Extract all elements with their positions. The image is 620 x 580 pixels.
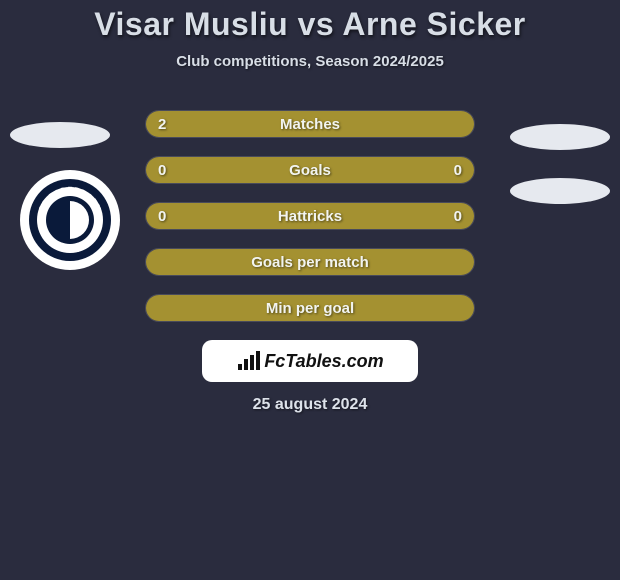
- stat-bar: Min per goal: [145, 294, 475, 322]
- stat-bar-left-value: 2: [158, 111, 166, 139]
- club-badge-left: SC 07 e.V. SC PADERBORN: [20, 170, 120, 270]
- page-subtitle: Club competitions, Season 2024/2025: [0, 53, 620, 70]
- stat-bar-fill: [146, 295, 474, 321]
- stat-bar-fill: [146, 157, 474, 183]
- svg-text:07 e.V.: 07 e.V.: [61, 248, 80, 254]
- stats-bars: Matches2Goals00Hattricks00Goals per matc…: [140, 110, 480, 322]
- stat-bar-fill: [146, 111, 474, 137]
- stat-bar-right-value: 0: [454, 203, 462, 231]
- stat-bar-fill: [146, 203, 474, 229]
- brand-text: FcTables.com: [264, 351, 383, 372]
- stat-bar-left-value: 0: [158, 157, 166, 185]
- brand-badge-content: FcTables.com: [236, 350, 383, 372]
- stat-bar: Hattricks00: [145, 202, 475, 230]
- stat-bar: Goals per match: [145, 248, 475, 276]
- bars-icon: [236, 350, 262, 372]
- stat-bar-right-value: 0: [454, 157, 462, 185]
- page-title: Visar Musliu vs Arne Sicker: [0, 6, 620, 43]
- brand-badge[interactable]: FcTables.com: [202, 340, 418, 382]
- player-left-avatar: [10, 122, 110, 148]
- stat-bar: Goals00: [145, 156, 475, 184]
- stat-bar: Matches2: [145, 110, 475, 138]
- player-right-avatar-1: [510, 124, 610, 150]
- paderborn-badge-icon: SC 07 e.V. SC PADERBORN: [26, 176, 114, 264]
- player-right-avatar-2: [510, 178, 610, 204]
- date-text: 25 august 2024: [0, 396, 620, 414]
- stat-bar-fill: [146, 249, 474, 275]
- stat-bar-left-value: 0: [158, 203, 166, 231]
